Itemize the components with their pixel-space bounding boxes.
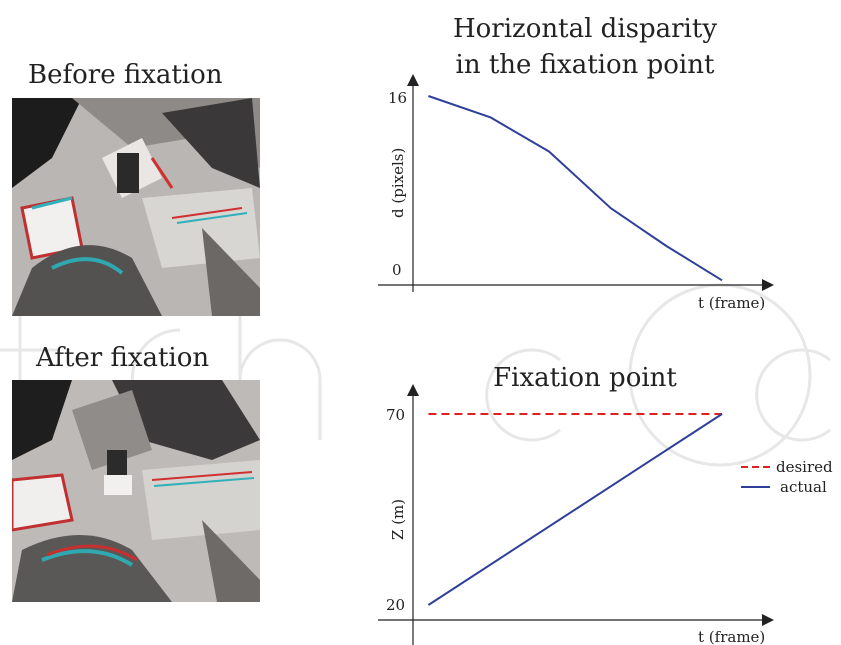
fixation-chart: 70 20 Z (m) t (frame) desired actual bbox=[378, 384, 833, 645]
disparity-chart: 16 0 d (pixels) t (frame) bbox=[378, 74, 774, 312]
disparity-ylabel: d (pixels) bbox=[389, 148, 407, 218]
fixation-ylabel: Z (m) bbox=[389, 499, 407, 540]
chart-title-disparity-line1: Horizontal disparity bbox=[452, 14, 718, 44]
caption-before-fixation: Before fixation bbox=[28, 60, 223, 90]
chart-title-disparity-line2: in the fixation point bbox=[455, 50, 715, 80]
disparity-ytick-label: 0 bbox=[392, 261, 402, 279]
fixation-series-line-actual bbox=[427, 413, 723, 606]
legend-label-actual: actual bbox=[780, 478, 827, 496]
anaglyph-image-before bbox=[12, 98, 260, 316]
anaglyph-image-after bbox=[12, 380, 260, 602]
chart-title-fixation-point: Fixation point bbox=[493, 363, 677, 393]
fixation-legend: desired actual bbox=[741, 458, 833, 496]
caption-after-fixation: After fixation bbox=[36, 343, 210, 373]
disparity-series-line-0 bbox=[428, 95, 723, 282]
fixation-ytick-label: 20 bbox=[386, 596, 405, 614]
disparity-xlabel: t (frame) bbox=[698, 294, 765, 312]
fixation-ytick-label: 70 bbox=[386, 406, 405, 424]
fixation-xlabel: t (frame) bbox=[698, 628, 765, 645]
disparity-ytick-label: 16 bbox=[388, 89, 407, 107]
legend-label-desired: desired bbox=[776, 458, 833, 476]
